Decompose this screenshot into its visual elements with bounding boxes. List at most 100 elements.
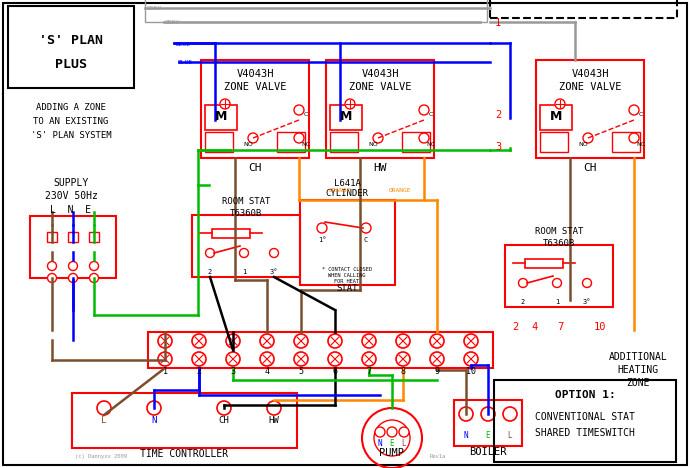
Bar <box>330 132 358 152</box>
Text: ZONE VALVE: ZONE VALVE <box>559 82 621 92</box>
Circle shape <box>328 352 342 366</box>
Text: N: N <box>464 431 469 440</box>
Text: E: E <box>486 431 491 440</box>
Circle shape <box>158 352 172 366</box>
Text: CH: CH <box>248 163 262 173</box>
Circle shape <box>629 133 639 143</box>
Text: 10: 10 <box>594 322 607 332</box>
Text: 2: 2 <box>521 299 525 305</box>
Text: NC: NC <box>301 142 310 147</box>
Circle shape <box>317 223 327 233</box>
Text: CH: CH <box>219 416 229 425</box>
Bar <box>72 393 297 448</box>
Text: 3°: 3° <box>270 269 278 275</box>
Circle shape <box>373 133 383 143</box>
Circle shape <box>629 105 639 115</box>
Text: 7: 7 <box>557 322 563 332</box>
Text: PLUS: PLUS <box>55 58 87 72</box>
Text: 3: 3 <box>230 367 235 376</box>
Bar <box>300 200 395 285</box>
Bar <box>8 6 134 88</box>
Bar <box>201 60 309 158</box>
Text: NC: NC <box>426 142 435 147</box>
Text: 2: 2 <box>208 269 212 275</box>
Text: (c) Dannyxx 2009: (c) Dannyxx 2009 <box>75 454 127 459</box>
Text: OPTION 1:: OPTION 1: <box>555 390 615 400</box>
Circle shape <box>270 249 279 257</box>
Circle shape <box>68 262 77 271</box>
Circle shape <box>362 352 376 366</box>
Circle shape <box>387 427 397 437</box>
Circle shape <box>399 427 409 437</box>
Circle shape <box>583 133 593 143</box>
Text: 8: 8 <box>400 367 406 376</box>
Circle shape <box>464 334 478 348</box>
Text: ZONE VALVE: ZONE VALVE <box>348 82 411 92</box>
Text: NO: NO <box>243 142 253 147</box>
Text: E: E <box>390 439 394 448</box>
Circle shape <box>90 273 99 283</box>
Bar <box>454 400 522 446</box>
Text: 1°: 1° <box>318 237 326 243</box>
Text: M: M <box>339 110 352 124</box>
Text: V4043H: V4043H <box>236 69 274 79</box>
Circle shape <box>396 352 410 366</box>
Bar <box>330 105 362 130</box>
Circle shape <box>192 334 206 348</box>
Bar <box>205 105 237 130</box>
Text: BOILER: BOILER <box>469 447 506 457</box>
Circle shape <box>147 401 161 415</box>
Circle shape <box>582 278 591 287</box>
Circle shape <box>158 334 172 348</box>
Circle shape <box>430 334 444 348</box>
Bar <box>47 232 57 242</box>
Text: 'S' PLAN: 'S' PLAN <box>39 34 103 46</box>
Text: 5: 5 <box>299 367 304 376</box>
Text: 4: 4 <box>532 322 538 332</box>
Text: NC: NC <box>636 142 645 147</box>
Text: ORANGE: ORANGE <box>388 188 411 193</box>
Circle shape <box>260 334 274 348</box>
Text: ZONE: ZONE <box>627 378 650 388</box>
Circle shape <box>419 133 429 143</box>
Text: L  N  E: L N E <box>50 205 92 215</box>
Text: V4043H: V4043H <box>571 69 609 79</box>
Bar <box>205 132 233 152</box>
Circle shape <box>375 427 385 437</box>
Text: GREY: GREY <box>147 6 162 11</box>
Text: CH: CH <box>583 163 597 173</box>
Circle shape <box>362 334 376 348</box>
Text: 7: 7 <box>366 367 371 376</box>
Circle shape <box>345 99 355 109</box>
Text: 1: 1 <box>495 18 501 28</box>
Bar <box>402 132 430 152</box>
Text: ADDITIONAL: ADDITIONAL <box>609 352 667 362</box>
Text: N: N <box>377 439 382 448</box>
Bar <box>192 215 300 277</box>
Circle shape <box>226 352 240 366</box>
Bar <box>494 380 676 462</box>
Circle shape <box>239 249 248 257</box>
Circle shape <box>267 401 281 415</box>
Bar <box>536 60 644 158</box>
Circle shape <box>464 352 478 366</box>
Text: ORANGE: ORANGE <box>328 188 351 193</box>
Text: C: C <box>429 112 433 117</box>
Text: L: L <box>101 416 107 425</box>
Text: Rev1a: Rev1a <box>430 454 446 459</box>
Text: 2: 2 <box>197 367 201 376</box>
Circle shape <box>248 133 258 143</box>
Circle shape <box>48 262 57 271</box>
Text: 2: 2 <box>512 322 518 332</box>
Text: 1: 1 <box>242 269 246 275</box>
Text: 3: 3 <box>495 142 501 152</box>
Bar <box>277 132 305 152</box>
Text: TO AN EXISTING: TO AN EXISTING <box>33 117 108 126</box>
Text: 6: 6 <box>333 367 337 376</box>
Circle shape <box>294 133 304 143</box>
Circle shape <box>294 105 304 115</box>
Circle shape <box>503 407 517 421</box>
Text: ADDING A ZONE: ADDING A ZONE <box>36 103 106 112</box>
Text: ZONE VALVE: ZONE VALVE <box>224 82 286 92</box>
Text: V4043H: V4043H <box>362 69 399 79</box>
